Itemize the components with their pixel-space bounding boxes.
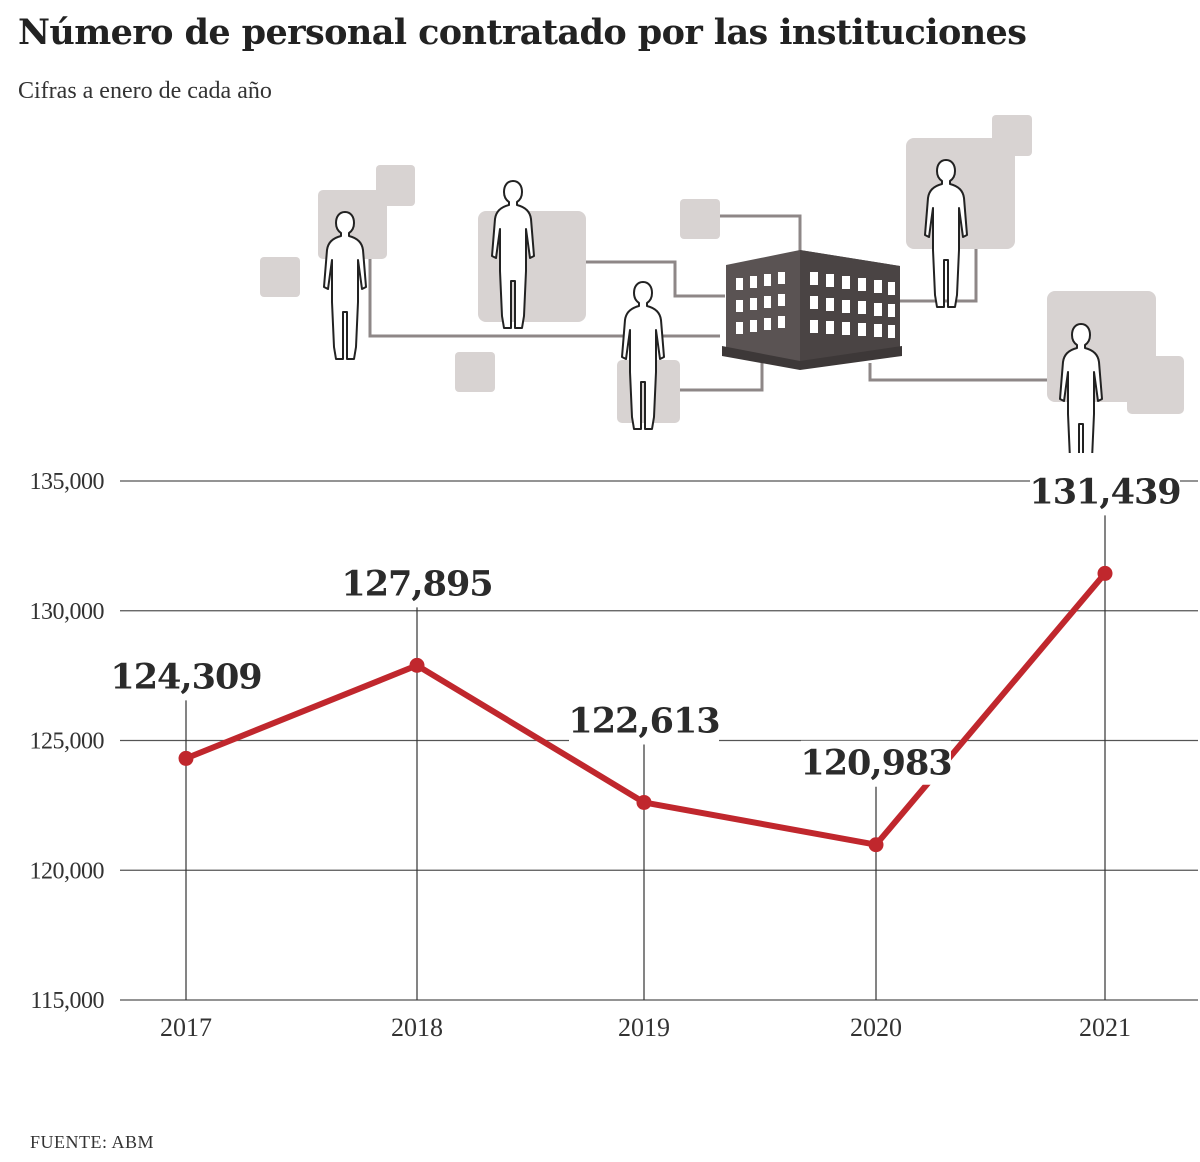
y-tick-label: 120,000 [30, 858, 105, 884]
data-label-bg [1030, 469, 1180, 514]
chart-title: Número de personal contratado por las in… [18, 12, 1027, 53]
data-label: 131,439 [1029, 471, 1180, 512]
x-tick-label: 2017 [160, 1013, 212, 1040]
data-point [868, 837, 884, 853]
data-point [1097, 565, 1113, 581]
y-axis-ticks: 115,000 120,000 125,000 130,000 135,000 [30, 469, 106, 1014]
y-tick-label: 125,000 [30, 729, 105, 755]
data-point [636, 794, 652, 810]
label-leaders [185, 515, 1106, 1000]
chart-subtitle: Cifras a enero de cada año [18, 78, 272, 104]
data-label: 124,309 [110, 656, 261, 697]
x-tick-label: 2019 [618, 1013, 670, 1040]
data-label: 127,895 [341, 563, 492, 604]
data-point [409, 657, 425, 673]
line-chart: 115,000 120,000 125,000 130,000 135,000 2017… [30, 469, 1198, 1040]
y-tick-label: 130,000 [30, 599, 105, 625]
y-tick-label: 135,000 [30, 469, 105, 495]
staff-illustration [260, 115, 1184, 453]
data-label-bg [111, 654, 261, 699]
building-icon [722, 250, 902, 370]
connector-lines [368, 214, 1050, 392]
data-label-bg [569, 698, 719, 743]
data-points [178, 565, 1113, 853]
x-axis-ticks: 2017 2018 2019 2020 2021 [160, 1013, 1131, 1040]
data-label: 120,983 [800, 743, 951, 784]
data-labels: 124,309 127,895 122,613 120,983 131,439 [110, 469, 1182, 785]
data-label: 122,613 [568, 700, 719, 741]
data-label-bg [342, 561, 492, 606]
x-tick-label: 2021 [1079, 1013, 1131, 1040]
data-label-bg [801, 740, 951, 785]
y-tick-label: 115,000 [30, 988, 104, 1014]
background-tiles [260, 115, 1184, 423]
data-point [178, 750, 194, 766]
x-tick-label: 2018 [391, 1013, 443, 1040]
source-note: FUENTE: ABM [30, 1132, 155, 1152]
x-tick-label: 2020 [850, 1013, 902, 1040]
